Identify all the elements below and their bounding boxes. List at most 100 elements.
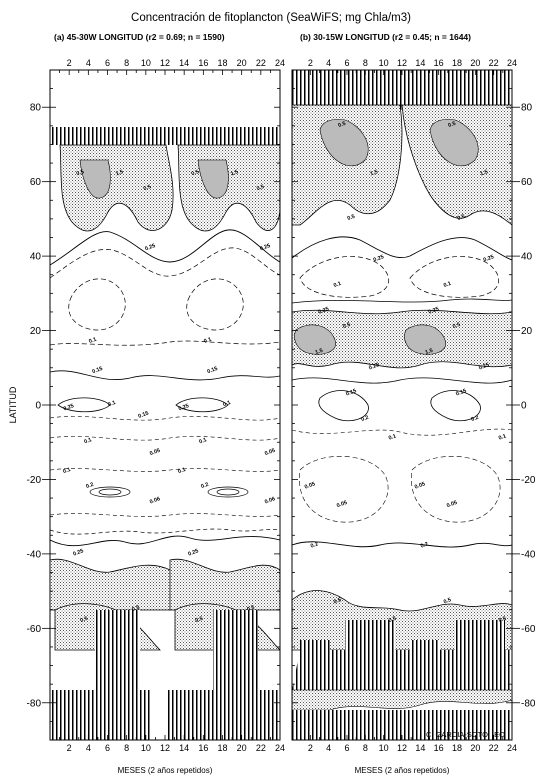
- x-tick-label-top: 10: [379, 58, 389, 68]
- y-tick-label: 0: [521, 401, 527, 412]
- contour-label: 0.2: [470, 415, 479, 423]
- contour-label: 0.1: [388, 433, 397, 441]
- contour-label: 1.5: [425, 348, 434, 356]
- high-chla-core: [404, 324, 447, 355]
- x-tick-label-bottom: 2: [308, 743, 313, 753]
- y-tick-label: 60: [30, 177, 42, 188]
- contour-line: [292, 541, 512, 548]
- x-tick-label-bottom: 14: [179, 743, 189, 753]
- x-tick-label-top: 14: [179, 58, 189, 68]
- contour-label: 0.05: [149, 448, 161, 457]
- contour-line: [50, 468, 280, 472]
- contour-label: 0.25: [187, 548, 199, 557]
- contour-label: 0.5: [498, 616, 507, 624]
- x-tick-label-top: 22: [489, 58, 499, 68]
- contour-label: 0.5: [131, 605, 140, 613]
- contour-label: 0.5: [447, 121, 456, 129]
- y-tick-label: -40: [521, 549, 536, 560]
- x-tick-label-top: 4: [86, 58, 91, 68]
- contour-line: [411, 455, 501, 523]
- contour-label: 0.5: [333, 597, 342, 605]
- contour-label: 1.5: [315, 348, 324, 356]
- contour-label: 0.5: [342, 322, 351, 330]
- no-data-hatch-south: [50, 610, 150, 740]
- x-tick-label-bottom: 8: [363, 743, 368, 753]
- contour-line: [175, 397, 229, 413]
- contour-line: [50, 340, 280, 346]
- contour-label: 1.5: [115, 169, 124, 177]
- contour-label: 0.1: [203, 337, 212, 345]
- y-tick-label: -60: [27, 624, 42, 635]
- x-tick-label-top: 14: [415, 58, 425, 68]
- contour-label: 0.5: [143, 184, 152, 192]
- contour-label: 0.2: [85, 482, 94, 490]
- x-tick-label-bottom: 12: [397, 743, 407, 753]
- contour-label: 0.25: [483, 254, 495, 263]
- contour-line: [292, 428, 512, 436]
- x-tick-label-bottom: 18: [452, 743, 462, 753]
- contour-line: [50, 528, 280, 535]
- contour-label: 1.5: [370, 169, 379, 177]
- x-tick-label-bottom: 22: [256, 743, 266, 753]
- contour-label: 0.5: [256, 184, 265, 192]
- x-tick-label-bottom: 14: [415, 743, 425, 753]
- contour-line: [430, 390, 481, 422]
- contour-line: [292, 236, 512, 261]
- high-chla-region: [59, 144, 174, 232]
- x-tick-label-bottom: 6: [344, 743, 349, 753]
- contour-line: [50, 416, 280, 421]
- contour-label: 0.1: [333, 281, 342, 289]
- contour-line: [57, 397, 111, 413]
- high-chla-core: [197, 159, 229, 199]
- contour-label: 0.15: [138, 411, 150, 420]
- contour-label: 0.1: [498, 433, 507, 441]
- x-tick-label-top: 6: [344, 58, 349, 68]
- contour-line: [50, 513, 280, 517]
- x-tick-label-top: 2: [67, 58, 72, 68]
- contour-label: 0.05: [446, 500, 458, 509]
- y-tick-label: -20: [521, 475, 536, 486]
- contour-label: 0.25: [178, 403, 190, 412]
- contour-label: 0.05: [336, 500, 348, 509]
- credit-label: C. GARCIA-SOTO, IEO: [426, 730, 505, 739]
- contour-label: 0.06: [264, 496, 276, 505]
- contour-label: 0.2: [200, 482, 209, 490]
- contour-label: 0.2: [310, 541, 319, 549]
- y-tick-label: -40: [27, 549, 42, 560]
- x-tick-label-bottom: 4: [326, 743, 331, 753]
- panel-a-x-axis-label: MESES (2 años repetidos): [118, 766, 213, 775]
- x-tick-label-top: 12: [397, 58, 407, 68]
- contour-line: [98, 488, 122, 496]
- contour-label: 0.2: [420, 541, 429, 549]
- high-chla-region: [292, 309, 512, 369]
- contour-label: 0.5: [337, 121, 346, 129]
- y-tick-label: -20: [27, 475, 42, 486]
- contour-label: 0.1: [222, 400, 231, 408]
- panel-a: 0.5 1.5 0.5 0.5 1.5 0.5 0.25 0.25 0.1 0.1 0.15 0.15…: [27, 58, 285, 753]
- contour-label: 0.5: [452, 322, 461, 330]
- no-data-hatch-south: [292, 620, 512, 690]
- x-tick-label-bottom: 22: [489, 743, 499, 753]
- x-tick-label-top: 20: [237, 58, 247, 68]
- panel-a-title: (a) 45-30W LONGITUD (r2 = 0.69; n = 1590…: [54, 32, 225, 42]
- contour-line: [50, 436, 280, 441]
- x-tick-label-bottom: 10: [141, 743, 151, 753]
- x-tick-label-bottom: 20: [237, 743, 247, 753]
- y-tick-label: 80: [521, 103, 533, 114]
- contour-label: 0.5: [76, 169, 85, 177]
- figure-title: Concentración de fitoplancton (SeaWiFS; …: [131, 12, 411, 24]
- contour-label: 0.1: [177, 467, 186, 475]
- contour-label: 1.5: [230, 169, 239, 177]
- x-tick-label-top: 4: [326, 58, 331, 68]
- y-axis-label: LATITUD: [8, 386, 18, 423]
- contour-label: 0.5: [443, 597, 452, 605]
- x-tick-label-bottom: 4: [86, 743, 91, 753]
- contour-label: 0.2: [360, 415, 369, 423]
- x-tick-label-top: 10: [141, 58, 151, 68]
- y-tick-label: 40: [521, 252, 533, 263]
- contour-label: 0.5: [195, 616, 204, 624]
- contour-line: [292, 298, 512, 304]
- y-tick-label: -80: [27, 698, 42, 709]
- y-tick-label: 20: [521, 326, 533, 337]
- high-chla-core: [319, 119, 369, 167]
